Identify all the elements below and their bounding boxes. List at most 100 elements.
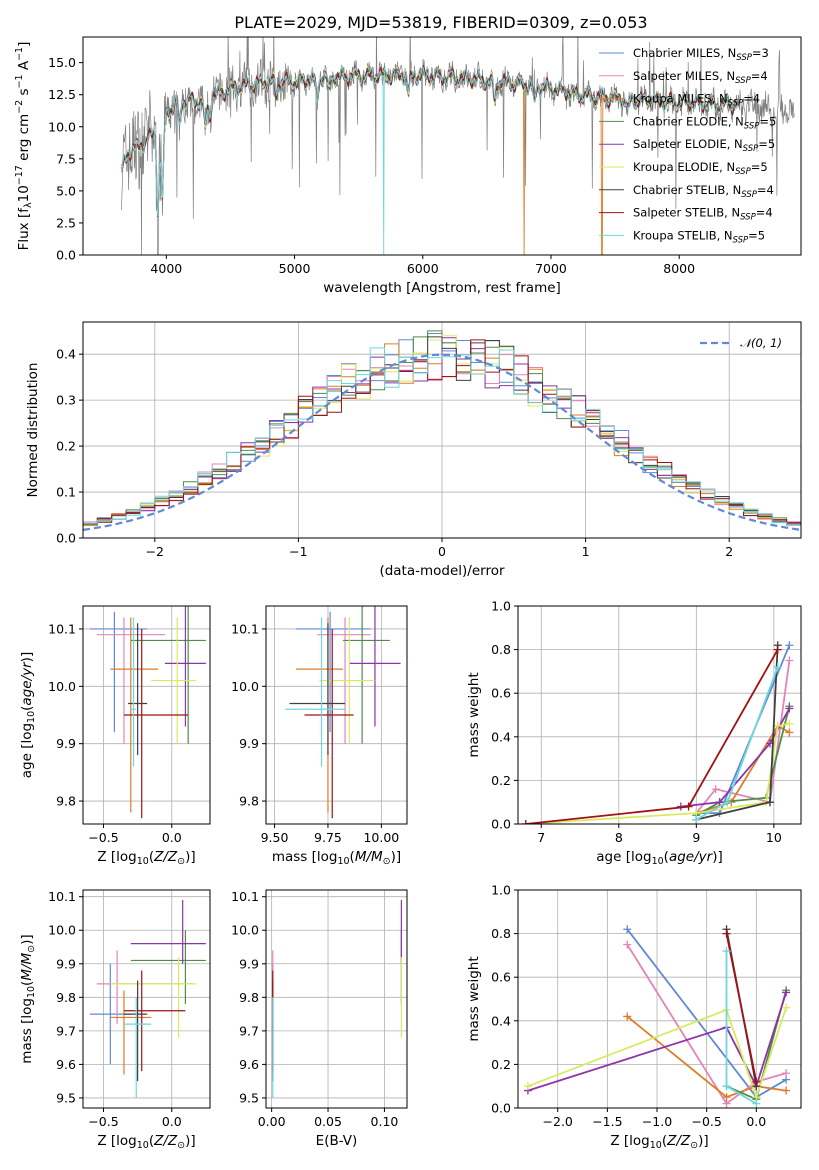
- x-tick-label: 9.50: [261, 830, 289, 845]
- y-tick-label: 10.1: [48, 621, 76, 636]
- x-tick-label: 1: [582, 544, 590, 559]
- y-tick-label: 0.8: [491, 926, 511, 941]
- errorbar-chabrier-elodie: [130, 606, 206, 744]
- weight-marker: [722, 947, 731, 956]
- normal-distribution-curve: [83, 353, 801, 531]
- weight-marker: [523, 1082, 532, 1091]
- y-tick-label: 0.0: [491, 817, 511, 832]
- x-tick-label: 5000: [279, 261, 311, 276]
- weight-marker: [752, 1099, 761, 1108]
- x-tick-label: 9.75: [314, 830, 342, 845]
- histogram-kroupa-stelib: [83, 347, 801, 538]
- spectrum-legend: Chabrier MILES, NSSP=3 Salpeter MILES, NS…: [599, 46, 776, 245]
- y-axis-label: age [log10(age/yr)]: [19, 652, 37, 778]
- y-tick-label: 9.7: [239, 1023, 259, 1038]
- weight-line: [626, 1015, 787, 1099]
- legend-label-chabrier-miles: Chabrier MILES, NSSP=3: [633, 46, 769, 63]
- weight-line-salpeter-stelib: [521, 645, 782, 824]
- y-axis-label: mass weight: [466, 956, 482, 1041]
- x-tick-label: 10.00: [363, 830, 399, 845]
- errorbar-kroupa-stelib: [123, 997, 152, 1098]
- y-tick-label: 9.8: [239, 990, 259, 1005]
- weight-marker: [785, 719, 794, 728]
- y-tick-label: 0.3: [56, 393, 76, 408]
- y-tick-label: 0.8: [491, 642, 511, 657]
- x-tick-label: −2: [146, 544, 164, 559]
- age-vs-mass-panel: 9.50 9.75 10.00 9.8 9.9 10.0 10.1 mass [log10(M…: [231, 605, 408, 867]
- plot-area: [285, 606, 401, 819]
- y-axis-label: mass weight: [466, 672, 482, 757]
- errorbar-kroupa-elodie: [110, 957, 197, 1038]
- y-tick-label: 9.8: [239, 794, 259, 809]
- x-tick-label: 0.0: [746, 1114, 766, 1129]
- y-tick-label: 2.5: [56, 215, 76, 230]
- x-axis-label: mass [log10(M/M⊙)]: [272, 849, 401, 867]
- y-axis-label: Normed distribution: [25, 363, 41, 498]
- weight-marker: [782, 1069, 791, 1078]
- y-tick-label: 0.0: [56, 248, 76, 263]
- errorbar-chabrier-miles: [89, 611, 148, 733]
- errorbar-salpeter-elodie: [164, 606, 206, 727]
- x-tick-label: 10: [766, 830, 782, 845]
- weight-marker: [715, 798, 724, 807]
- weight-marker: [782, 1003, 791, 1012]
- y-tick-label: 9.9: [56, 956, 76, 971]
- y-tick-label: 10.1: [231, 889, 259, 904]
- axes-frame: [517, 889, 802, 1109]
- weight-line-salpeter-stelib: [722, 929, 761, 1086]
- axes-frame: [82, 605, 211, 825]
- weight-marker: [692, 815, 701, 824]
- y-tick-label: 0.4: [491, 729, 511, 744]
- errorbar-chabrier-elodie: [342, 606, 390, 744]
- weight-marker: [711, 785, 720, 794]
- plot-area: [89, 606, 206, 819]
- x-tick-label: 7: [537, 830, 545, 845]
- y-tick-label: 1.0: [491, 883, 511, 898]
- y-tick-label: 0.1: [56, 485, 76, 500]
- y-tick-label: 7.5: [56, 151, 76, 166]
- weight-marker: [722, 929, 731, 938]
- mass-weight-vs-age-panel: 7 8 9 10 0.0 0.2 0.4 0.6 0.8 1.0 age [log10(age/yr…: [466, 599, 802, 867]
- legend-label-chabrier-elodie: Chabrier ELODIE, NSSP=5: [633, 114, 776, 131]
- y-tick-label: 0.2: [491, 1057, 511, 1072]
- x-tick-label: −0.5: [88, 830, 118, 845]
- y-tick-label: 9.6: [239, 1057, 259, 1072]
- axes-frame: [265, 889, 408, 1109]
- x-axis-label: Z [log10(Z/Z⊙)]: [610, 1133, 708, 1151]
- weight-marker: [782, 988, 791, 997]
- legend-label-kroupa-miles: Kroupa MILES, NSSP=4: [633, 92, 760, 109]
- x-tick-label: 7000: [535, 261, 567, 276]
- errorbar-kroupa-stelib: [130, 617, 137, 767]
- x-tick-label: 8: [615, 830, 623, 845]
- errorbar-chabrier-stelib: [128, 623, 148, 756]
- errorbar-chabrier-stelib: [289, 623, 346, 756]
- errorbar-kroupa-elodie: [151, 617, 197, 744]
- errorbar-kroupa-stelib: [285, 617, 346, 767]
- y-tick-label: 10.1: [231, 621, 259, 636]
- x-tick-label: 9: [692, 830, 700, 845]
- weight-line: [725, 933, 758, 1082]
- weight-marker: [773, 645, 782, 654]
- x-tick-label: −1.5: [592, 1114, 622, 1129]
- mass-vs-metallicity-panel: −0.5 0.0 9.5 9.6 9.7 9.8 9.9 10.0 10.1 Z [log10(Z…: [19, 889, 211, 1151]
- axes-frame: [82, 889, 211, 1109]
- y-tick-label: 9.8: [56, 990, 76, 1005]
- figure-title: PLATE=2029, MJD=53819, FIBERID=0309, z=0…: [234, 13, 647, 32]
- y-tick-label: 10.0: [231, 923, 259, 938]
- y-axis-label: mass [log10(M/M⊙)]: [19, 934, 37, 1063]
- grid: [83, 890, 210, 1108]
- weight-marker: [773, 663, 782, 672]
- axes-frame: [517, 605, 802, 825]
- weight-marker: [785, 656, 794, 665]
- weight-marker: [785, 641, 794, 650]
- weight-line-kroupa-stelib: [722, 947, 761, 1108]
- plot-area: [83, 330, 801, 538]
- mass-weight-vs-metallicity-panel: −2.0 −1.5 −1.0 −0.5 0.0 0.0 0.2 0.4 0.6 0.8 1.0 Z […: [466, 883, 802, 1151]
- x-tick-label: −2.0: [543, 1114, 573, 1129]
- weight-marker: [521, 820, 530, 824]
- legend-label-normal: 𝒩(0, 1): [740, 336, 782, 350]
- y-tick-label: 9.8: [56, 794, 76, 809]
- y-tick-label: 0.4: [56, 347, 76, 362]
- y-tick-label: 0.2: [56, 439, 76, 454]
